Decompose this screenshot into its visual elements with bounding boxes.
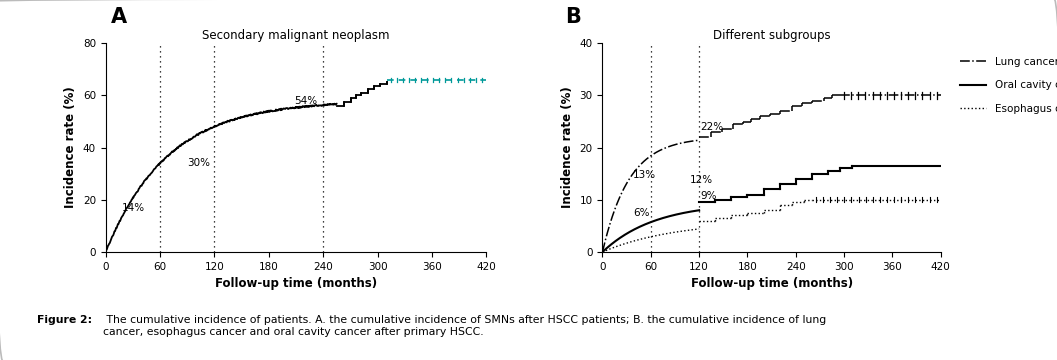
Text: Figure 2:: Figure 2: (37, 315, 92, 325)
Title: Secondary malignant neoplasm: Secondary malignant neoplasm (202, 29, 390, 42)
Text: 13%: 13% (633, 170, 656, 180)
Legend: Lung cancer, Oral cavity cancer, Esophagus cancer: Lung cancer, Oral cavity cancer, Esophag… (957, 53, 1057, 118)
Y-axis label: Incidence rate (%): Incidence rate (%) (561, 87, 574, 208)
Text: B: B (565, 8, 581, 27)
Text: A: A (111, 8, 127, 27)
Text: 12%: 12% (689, 175, 712, 185)
Text: The cumulative incidence of patients. A. the cumulative incidence of SMNs after : The cumulative incidence of patients. A.… (103, 315, 826, 337)
X-axis label: Follow-up time (months): Follow-up time (months) (690, 277, 853, 290)
Text: 30%: 30% (187, 158, 210, 168)
Text: 14%: 14% (122, 203, 145, 213)
Y-axis label: Incidence rate (%): Incidence rate (%) (64, 87, 77, 208)
Title: Different subgroups: Different subgroups (712, 29, 831, 42)
Text: 54%: 54% (294, 96, 317, 106)
Text: 22%: 22% (701, 122, 724, 132)
Text: 9%: 9% (701, 191, 718, 201)
X-axis label: Follow-up time (months): Follow-up time (months) (215, 277, 377, 290)
Text: 6%: 6% (633, 208, 650, 218)
